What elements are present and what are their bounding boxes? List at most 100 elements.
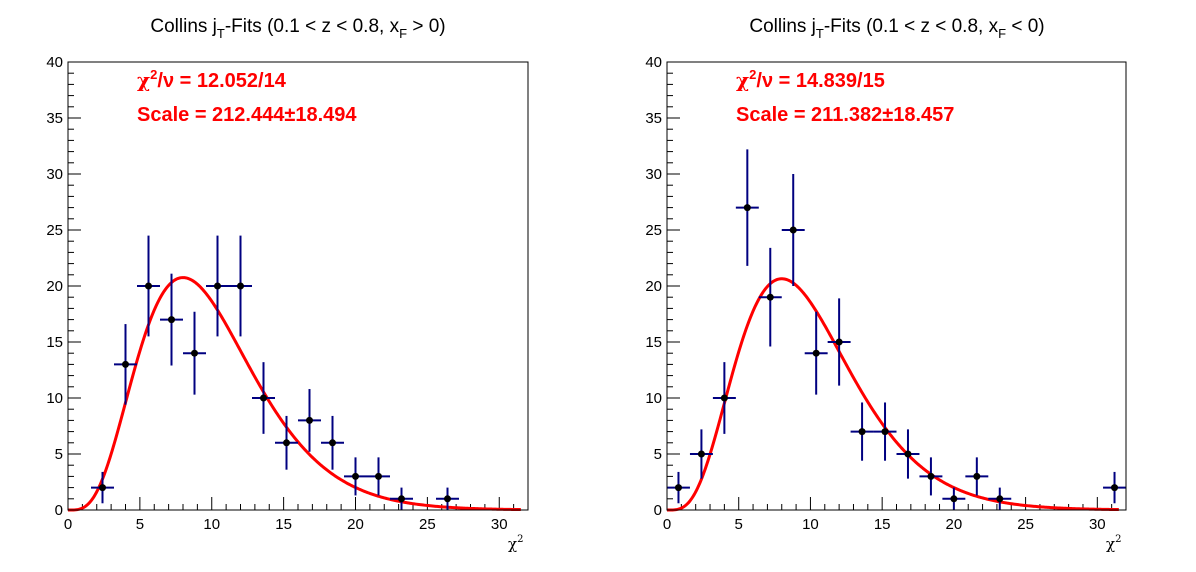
panel-1-data-point — [252, 362, 275, 434]
panel-2-marker — [766, 293, 774, 301]
panel-1-y-tick-label: 30 — [46, 166, 63, 183]
panel-2-data-point — [919, 457, 943, 496]
panel-1-data-point — [321, 415, 344, 470]
panel-2-marker — [950, 495, 958, 503]
panel-2-data-point — [804, 311, 828, 395]
panel-1-marker — [122, 360, 129, 368]
panel-1-data-point — [183, 311, 206, 395]
panel-2-marker — [812, 349, 820, 357]
panel-2-y-tick-label: 10 — [645, 390, 662, 407]
panel-1-y-tick-label: 25 — [46, 222, 63, 239]
panel-2-fit-curve — [667, 277, 1119, 512]
panel-1-data-point — [137, 235, 160, 337]
panel-1-y-tick-label: 15 — [46, 334, 63, 351]
panel-2-title: Collins jT-Fits (0.1 < z < 0.8, xF < 0) — [749, 16, 1044, 41]
panel-1-y-tick-label: 40 — [46, 54, 63, 71]
panel-1-data-point — [91, 471, 114, 504]
panel-1-marker — [306, 416, 313, 424]
panel-2: Collins jT-Fits (0.1 < z < 0.8, xF < 0) … — [645, 16, 1127, 553]
panel-2-data-point — [781, 174, 805, 286]
panel-2-y-tick-label: 25 — [645, 222, 662, 239]
panel-2-marker — [835, 338, 843, 346]
panel-2-marker — [720, 394, 728, 402]
panel-2-y-tick-label: 35 — [645, 110, 662, 127]
panel-1-y-tick-label: 5 — [55, 446, 63, 463]
panel-1-x-tick-label: 10 — [203, 516, 220, 533]
panel-2-data-point — [896, 429, 920, 479]
panel-2-marker — [674, 484, 682, 492]
panel-2-data-point — [1103, 471, 1126, 504]
panel-2-y-tick-label: 30 — [645, 166, 662, 183]
panel-2-x-tick-label: 15 — [874, 516, 891, 533]
panel-2-y-tick-label: 5 — [654, 446, 662, 463]
panel-1-data-point — [390, 487, 413, 510]
panel-1-chi2-annotation: χ2/ν = 12.052/14 — [137, 67, 287, 92]
panel-2-data-point — [667, 471, 690, 504]
panel-2-marker — [927, 472, 935, 480]
panel-2-plot: 0 5 10 15 20 25 30 0 5 10 15 20 25 30 35 40 — [645, 54, 1126, 533]
panel-1: Collins jT-Fits (0.1 < z < 0.8, xF > 0) … — [46, 16, 529, 553]
panel-1-data-point — [298, 389, 321, 452]
panel-2-y-tick-label: 20 — [645, 278, 662, 295]
panel-1-marker — [191, 349, 198, 357]
panel-1-data-point — [229, 235, 252, 337]
panel-2-x-tick-label: 25 — [1017, 516, 1034, 533]
panel-1-y-tick-label: 35 — [46, 110, 63, 127]
panel-1-data-point — [160, 273, 183, 366]
panel-2-marker — [973, 472, 981, 480]
panel-2-x-tick-label: 20 — [946, 516, 963, 533]
panel-1-marker — [237, 282, 244, 290]
panel-2-data-point — [965, 457, 989, 496]
panel-2-marker — [858, 428, 866, 436]
panel-1-marker — [283, 439, 290, 447]
panel-1-x-tick-label: 0 — [64, 516, 72, 533]
panel-1-data-point — [436, 487, 459, 510]
panel-1-data-point — [114, 324, 137, 405]
panel-2-marker — [789, 226, 797, 234]
panel-2-y-tick-label: 15 — [645, 334, 662, 351]
panel-1-marker — [99, 484, 106, 492]
panel-2-data-point — [689, 429, 713, 479]
panel-1-marker — [329, 439, 336, 447]
panel-2-x-axis-label: χ2 — [1106, 534, 1121, 553]
panel-2-data-point — [827, 298, 851, 386]
panel-2-x-tick-label: 10 — [802, 516, 819, 533]
panel-2-data-point — [735, 149, 759, 266]
panel-2-data-point — [850, 402, 874, 461]
panel-2-marker — [743, 204, 751, 212]
panel-1-x-tick-label: 25 — [419, 516, 436, 533]
panel-1-marker — [168, 316, 175, 324]
panel-2-data-point — [712, 362, 736, 434]
panel-2-x-tick-label: 0 — [663, 516, 671, 533]
panel-2-data-point — [942, 487, 966, 510]
panel-1-frame — [67, 61, 529, 511]
panel-1-marker — [444, 495, 451, 503]
panel-2-data-point — [988, 487, 1012, 510]
panel-2-chi2-annotation: χ2/ν = 14.839/15 — [736, 67, 885, 92]
panel-1-data-point — [275, 415, 298, 470]
panel-1-scale-annotation: Scale = 212.444±18.494 — [137, 104, 357, 126]
panel-2-data-point — [873, 402, 897, 461]
panel-2-marker — [1111, 484, 1119, 492]
panel-1-x-tick-label: 20 — [347, 516, 364, 533]
panel-2-data-point — [758, 247, 782, 347]
panel-1-marker — [145, 282, 152, 290]
panel-1-y-tick-label: 20 — [46, 278, 63, 295]
panel-1-marker — [214, 282, 221, 290]
panel-2-marker — [697, 450, 705, 458]
panel-1-plot: 0 5 10 15 20 25 30 0 5 10 15 20 25 30 35 40 — [46, 54, 521, 533]
panel-1-title: Collins jT-Fits (0.1 < z < 0.8, xF > 0) — [150, 16, 445, 41]
panel-1-data-point — [367, 457, 390, 496]
panel-1-x-tick-label: 30 — [491, 516, 508, 533]
panel-1-data-point — [206, 235, 229, 337]
panel-1-marker — [352, 472, 359, 480]
panel-1-x-tick-label: 5 — [136, 516, 144, 533]
panel-2-x-tick-label: 30 — [1089, 516, 1106, 533]
panel-1-marker — [260, 394, 267, 402]
panel-2-marker — [904, 450, 912, 458]
panel-1-y-tick-label: 0 — [55, 502, 63, 519]
panel-2-y-tick-label: 40 — [645, 54, 662, 71]
panel-1-x-tick-label: 15 — [275, 516, 292, 533]
panel-1-fit-curve — [68, 276, 521, 512]
